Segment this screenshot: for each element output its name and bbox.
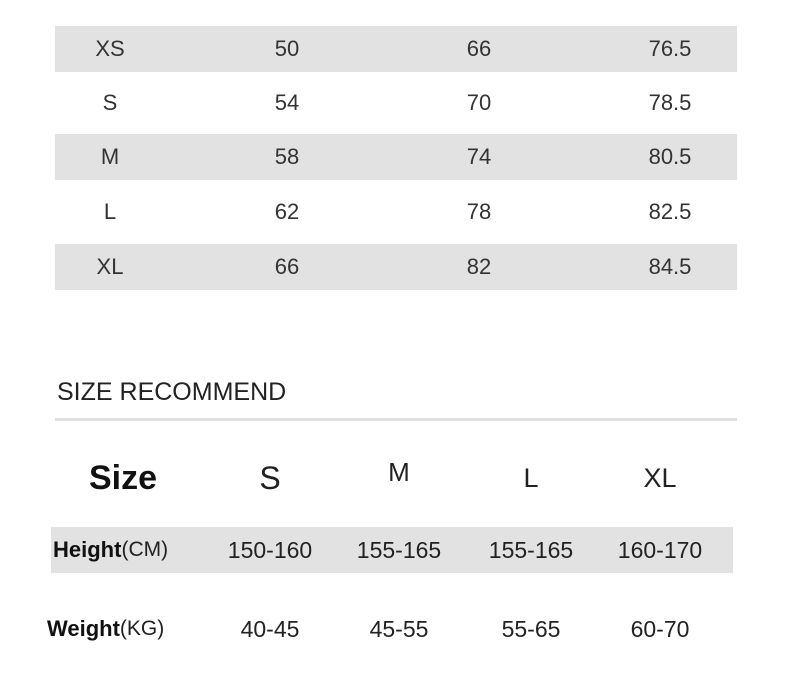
size-m: M [388,456,410,487]
table-row: S 54 70 78.5 [55,80,737,126]
table-cell: XS [95,36,125,61]
table-cell: 84.5 [648,254,692,279]
table-row: XS 50 66 76.5 [55,26,737,72]
weight-s: 40-45 [240,615,300,642]
table-cell: 78 [466,199,492,224]
table-cell: M [100,144,120,169]
recommend-header-row: Size S M L XL [51,455,733,501]
size-l: L [523,462,539,493]
table-row: M 58 74 80.5 [55,134,737,180]
height-label: Height (CM) [53,537,169,562]
table-cell: 76.5 [648,36,692,61]
table-cell: 74 [466,144,492,169]
weight-row: Weight (KG) 40-45 45-55 55-65 60-70 [47,606,733,652]
weight-m: 45-55 [369,615,429,642]
size-header: Size [88,458,158,497]
table-cell: L [103,199,117,224]
table-cell: 54 [274,90,300,115]
table-cell: 58 [274,144,300,169]
table-row: XL 66 82 84.5 [55,244,737,290]
size-s: S [259,459,281,496]
table-cell: 70 [466,90,492,115]
size-recommend-title: SIZE RECOMMEND [57,378,287,406]
table-cell: 62 [274,199,300,224]
weight-label: Weight (KG) [47,616,165,641]
weight-xl: 60-70 [630,615,690,642]
table-cell: 66 [466,36,492,61]
table-cell: 66 [274,254,300,279]
height-xl: 160-170 [617,536,703,563]
table-cell: 80.5 [648,144,692,169]
table-cell: XL [96,254,124,279]
height-s: 150-160 [227,536,313,563]
table-cell: 82.5 [648,199,692,224]
divider [55,418,737,421]
table-cell: 78.5 [648,90,692,115]
table-cell: S [102,90,118,115]
table-cell: 50 [274,36,300,61]
table-row: L 62 78 82.5 [55,189,737,235]
table-cell: 82 [466,254,492,279]
weight-l: 55-65 [501,615,561,642]
height-row: Height (CM) 150-160 155-165 155-165 160-1… [51,527,733,573]
height-m: 155-165 [356,536,442,563]
height-l: 155-165 [488,536,574,563]
size-xl: XL [643,462,677,493]
